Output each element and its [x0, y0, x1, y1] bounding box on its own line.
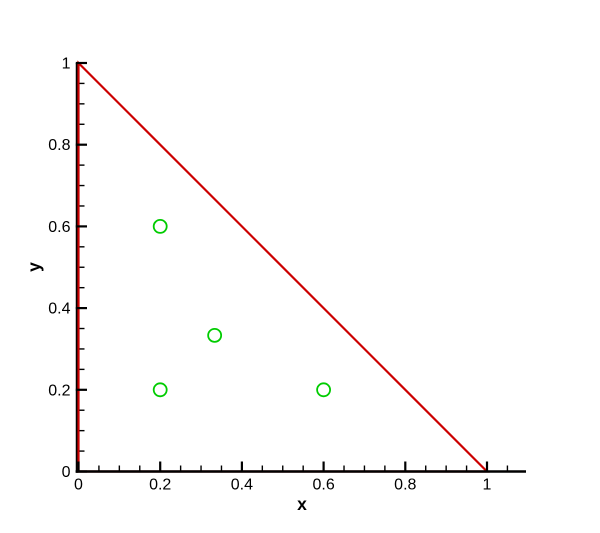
y-tick-label: 0.8: [48, 137, 70, 154]
data-point-marker: [316, 382, 332, 398]
x-tick-label: 0.4: [231, 477, 253, 494]
y-tick-label: 0.4: [48, 301, 70, 318]
x-tick-label: 0: [74, 477, 83, 494]
data-point-marker: [152, 382, 168, 398]
y-tick-label: 0.2: [48, 382, 70, 399]
x-tick-label: 1: [483, 477, 492, 494]
y-tick-label: 1: [62, 56, 71, 73]
y-tick-label: 0: [62, 464, 71, 481]
x-tick-label: 0.6: [312, 477, 334, 494]
x-axis-title: x: [297, 494, 307, 514]
data-point-marker: [207, 327, 223, 343]
x-tick-label: 0.2: [149, 477, 171, 494]
y-axis-title: y: [24, 262, 44, 272]
x-tick-label: 0.8: [394, 477, 416, 494]
data-layer: [152, 218, 332, 398]
triangle-outline: [77, 60, 490, 473]
tick-layer: [75, 61, 509, 473]
tick-label-layer: 0 0.2 0.4 0.6 0.8 1 0 0.2 0.4 0.6 0.8 1: [48, 56, 491, 494]
data-point-marker: [152, 218, 168, 234]
y-tick-label: 0.6: [48, 219, 70, 236]
